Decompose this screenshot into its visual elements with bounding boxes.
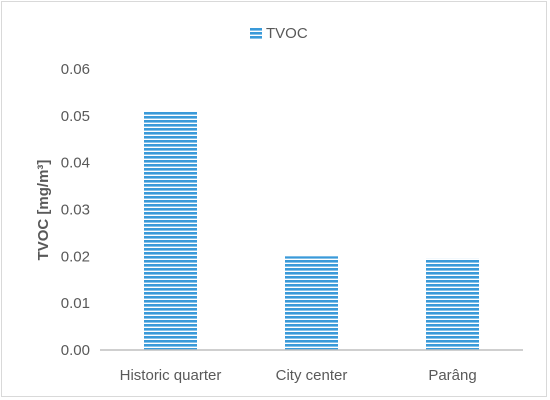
- y-tick-label: 0.06: [61, 61, 90, 78]
- bar-city-center: [285, 256, 338, 350]
- bar-par-ng: [426, 258, 479, 350]
- y-tick-label: 0.05: [61, 108, 90, 125]
- y-tick-label: 0.00: [61, 342, 90, 359]
- y-tick-label: 0.01: [61, 295, 90, 312]
- bar-historic-quarter: [144, 111, 197, 351]
- legend-label: TVOC: [266, 25, 308, 42]
- legend: TVOC: [250, 25, 308, 42]
- x-axis-categories: Historic quarter City center Parâng: [120, 367, 477, 384]
- x-category-label: Parâng: [428, 367, 476, 384]
- y-tick-label: 0.04: [61, 155, 90, 172]
- legend-swatch: [250, 27, 262, 39]
- y-axis-label: TVOC [mg/m³]: [35, 160, 52, 261]
- bars: [144, 111, 479, 351]
- y-axis-ticks: 0.00 0.01 0.02 0.03 0.04 0.05 0.06: [61, 61, 90, 359]
- y-tick-label: 0.02: [61, 248, 90, 265]
- y-tick-label: 0.03: [61, 202, 90, 219]
- x-category-label: Historic quarter: [120, 367, 222, 384]
- x-category-label: City center: [276, 367, 348, 384]
